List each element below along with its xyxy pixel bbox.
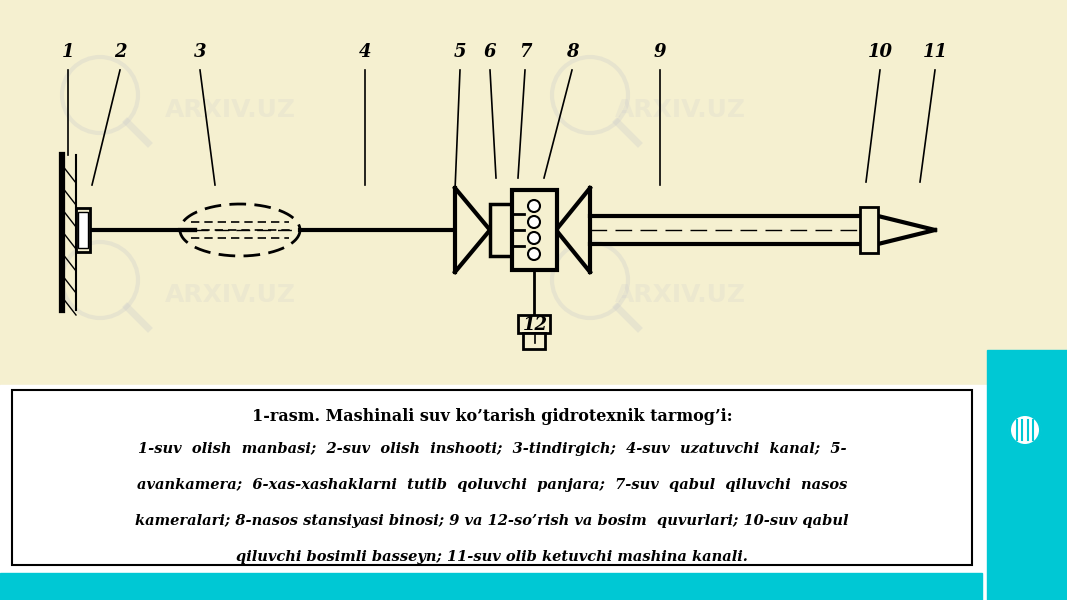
Text: 1-suv  olish  manbasi;  2-suv  olish  inshooti;  3-tindirgich;  4-suv  uzatuvchi: 1-suv olish manbasi; 2-suv olish inshoot… xyxy=(138,442,846,456)
Text: qiluvchi bosimli basseyn; 11-suv olib ketuvchi mashina kanali.: qiluvchi bosimli basseyn; 11-suv olib ke… xyxy=(236,550,748,564)
Text: 1-rasm. Mashinali suv ko’tarish gidrotexnik tarmog’i:: 1-rasm. Mashinali suv ko’tarish gidrotex… xyxy=(252,408,732,425)
Bar xyxy=(12,390,972,565)
Circle shape xyxy=(528,248,540,260)
Text: ARXIV.UZ: ARXIV.UZ xyxy=(164,283,296,307)
Bar xyxy=(1007,458,1044,466)
Bar xyxy=(0,0,1067,385)
Text: 9: 9 xyxy=(654,43,666,61)
Text: 7: 7 xyxy=(519,43,531,61)
Text: kameralari; 8-nasos stansiyasi binosi; 9 va 12-so’rish va bosim  quvurlari; 10-s: kameralari; 8-nasos stansiyasi binosi; 9… xyxy=(136,514,848,528)
Bar xyxy=(490,204,512,256)
Bar xyxy=(0,385,1067,600)
Circle shape xyxy=(997,402,1053,458)
Text: 3: 3 xyxy=(194,43,206,61)
Bar xyxy=(512,190,557,270)
Text: ARXIV.UZ: ARXIV.UZ xyxy=(615,283,746,307)
Bar xyxy=(0,573,982,600)
Bar xyxy=(987,350,1067,600)
Bar xyxy=(517,315,550,333)
Bar xyxy=(1009,468,1041,476)
Bar xyxy=(76,208,90,252)
Text: 4: 4 xyxy=(359,43,371,61)
Text: 10: 10 xyxy=(867,43,892,61)
Text: ARXIV.UZ: ARXIV.UZ xyxy=(164,98,296,122)
Text: ARXIV.UZ: ARXIV.UZ xyxy=(615,458,746,482)
Bar xyxy=(78,212,87,248)
Text: 8: 8 xyxy=(566,43,578,61)
Circle shape xyxy=(528,216,540,228)
Text: 2: 2 xyxy=(114,43,126,61)
Text: ARXIV.UZ: ARXIV.UZ xyxy=(615,98,746,122)
Text: avankamera;  6-xas-xashaklarni  tutib  qoluvchi  panjara;  7-suv  qabul  qiluvch: avankamera; 6-xas-xashaklarni tutib qolu… xyxy=(137,478,847,492)
Polygon shape xyxy=(455,188,490,272)
Text: ARXIV.UZ: ARXIV.UZ xyxy=(164,458,296,482)
Text: 5: 5 xyxy=(453,43,466,61)
Bar xyxy=(1012,478,1039,486)
Bar xyxy=(860,207,878,253)
Bar xyxy=(523,333,545,349)
Circle shape xyxy=(528,232,540,244)
Text: 11: 11 xyxy=(923,43,947,61)
Circle shape xyxy=(1009,415,1040,445)
Circle shape xyxy=(528,200,540,212)
Text: 12: 12 xyxy=(523,316,547,334)
Text: 6: 6 xyxy=(483,43,496,61)
Text: 1: 1 xyxy=(62,43,75,61)
Polygon shape xyxy=(556,188,590,272)
